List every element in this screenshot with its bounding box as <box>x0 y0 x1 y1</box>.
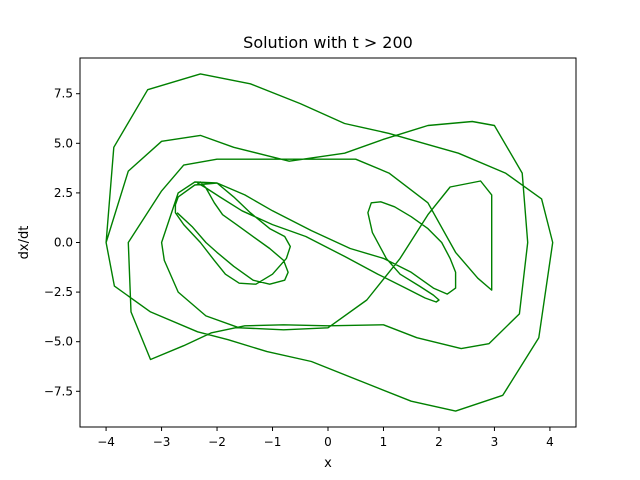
x-tick-label: 3 <box>491 435 499 449</box>
y-tick-label: 0.0 <box>54 236 73 250</box>
series-line-0 <box>105 73 554 412</box>
x-axis: −4 −3 −2 −1 0 1 2 3 4 <box>97 427 554 449</box>
y-tick-label: 5.0 <box>54 136 73 150</box>
y-tick-label: 2.5 <box>54 186 73 200</box>
y-tick-label: −2.5 <box>44 285 73 299</box>
x-tick-label: −3 <box>153 435 171 449</box>
y-tick-label: −5.0 <box>44 335 73 349</box>
y-axis: −7.5 −5.0 −2.5 0.0 2.5 5.0 7.5 <box>44 87 80 398</box>
series-layer <box>105 73 554 412</box>
x-tick-label: −2 <box>208 435 226 449</box>
y-tick-label: 7.5 <box>54 87 73 101</box>
x-tick-label: 0 <box>324 435 332 449</box>
y-axis-label: dx/dt <box>17 226 32 260</box>
x-tick-label: 4 <box>546 435 554 449</box>
y-tick-label: −7.5 <box>44 384 73 398</box>
chart-title: Solution with t > 200 <box>243 33 413 52</box>
x-axis-label: x <box>324 456 332 471</box>
x-tick-label: 1 <box>380 435 388 449</box>
x-tick-label: −1 <box>264 435 282 449</box>
x-tick-label: −4 <box>97 435 115 449</box>
x-tick-label: 2 <box>435 435 443 449</box>
